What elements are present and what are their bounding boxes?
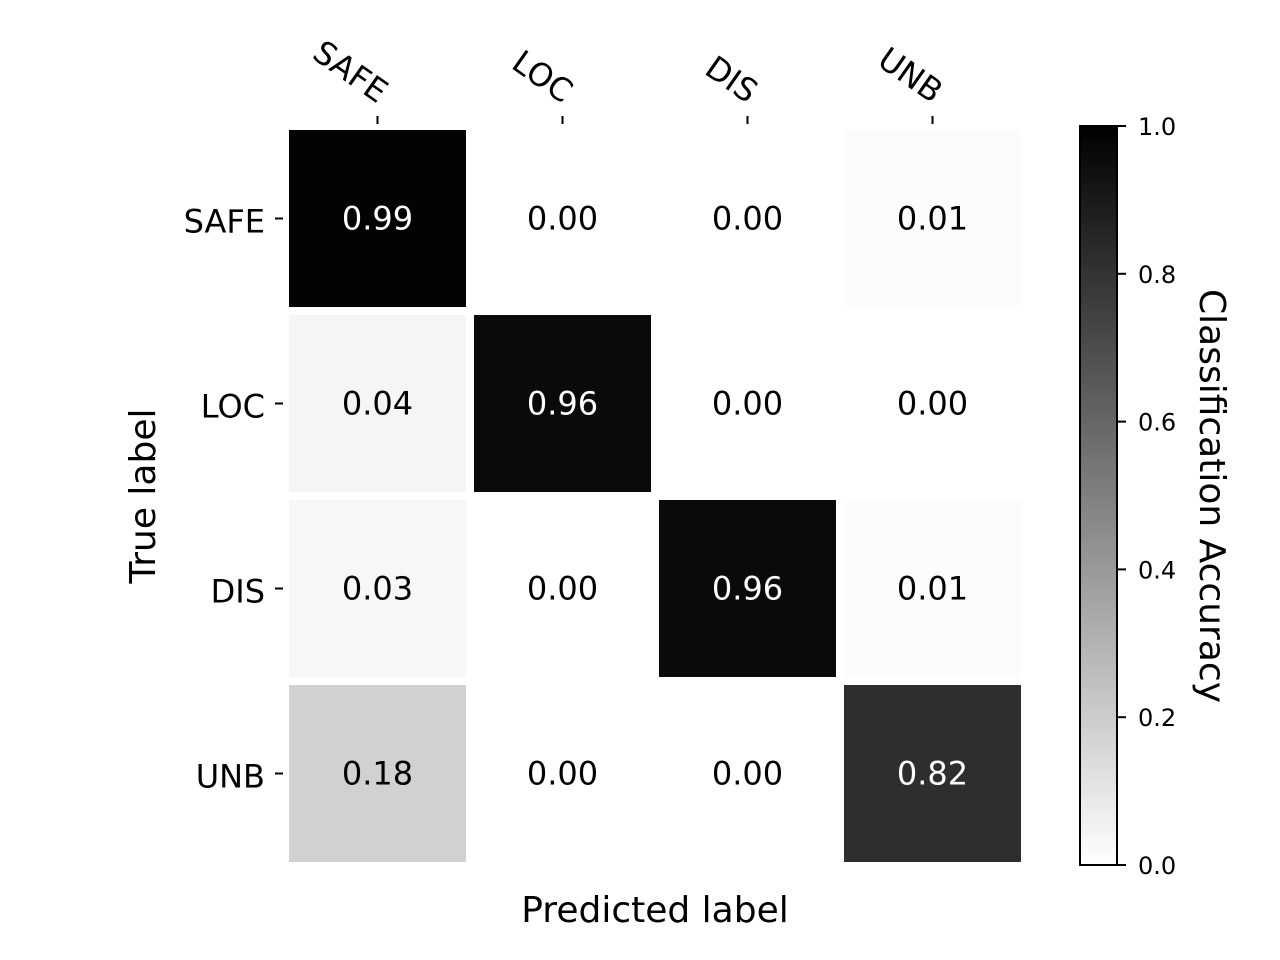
heatmap-cell-2-3 [844, 500, 1021, 677]
heatmap-cell-2-2 [659, 500, 836, 677]
y-tick-label-loc: LOC [201, 388, 265, 426]
heatmap-cell-0-2 [659, 130, 836, 307]
y-axis-ticks: SAFE LOC DIS UNB [184, 203, 283, 796]
x-tick-label-dis: DIS [698, 48, 764, 110]
colorbar-tick-label-0.2: 0.2 [1138, 704, 1176, 732]
cell-value-2-0: 0.03 [342, 570, 413, 608]
cell-value-0-1: 0.00 [527, 200, 598, 238]
cell-value-3-0: 0.18 [342, 755, 413, 793]
colorbar-gradient [1079, 125, 1118, 866]
cell-value-1-1: 0.96 [527, 385, 598, 423]
colorbar-tick-label-0.6: 0.6 [1138, 409, 1176, 437]
colorbar-label: Classification Accuracy [1191, 289, 1232, 703]
colorbar-tick-label-0.4: 0.4 [1138, 556, 1176, 584]
heatmap-cells: 0.99 0.00 0.00 0.01 0.04 0.96 0.00 0.00 0.03 0.00… [289, 130, 1021, 862]
cell-value-2-3: 0.01 [897, 570, 968, 608]
colorbar-tick-label-0.8: 0.8 [1138, 261, 1176, 289]
colorbar-tick-label-1.0: 1.0 [1138, 113, 1176, 141]
cell-value-3-2: 0.00 [712, 755, 783, 793]
heatmap-cell-1-2 [659, 315, 836, 492]
cell-value-1-0: 0.04 [342, 385, 413, 423]
y-tick-label-dis: DIS [211, 573, 265, 611]
heatmap-cell-2-0 [289, 500, 466, 677]
x-axis-ticks: SAFE LOC DIS UNB [306, 33, 950, 124]
heatmap-cell-0-1 [474, 130, 651, 307]
heatmap-cell-3-1 [474, 685, 651, 862]
heatmap-cell-1-0 [289, 315, 466, 492]
y-axis-label: True label [123, 409, 164, 585]
colorbar-tick-label-0.0: 0.0 [1138, 852, 1176, 880]
heatmap-cell-2-1 [474, 500, 651, 677]
cell-value-0-2: 0.00 [712, 200, 783, 238]
heatmap-cell-0-0 [289, 130, 466, 307]
colorbar-ticks: 0.0 0.2 0.4 0.6 0.8 1.0 [1117, 113, 1176, 880]
heatmap-cell-1-3 [844, 315, 1021, 492]
heatmap-cell-0-3 [844, 130, 1021, 307]
cell-value-1-3: 0.00 [897, 385, 968, 423]
heatmap-cell-3-3 [844, 685, 1021, 862]
cell-value-0-3: 0.01 [897, 200, 968, 238]
cell-value-0-0: 0.99 [342, 200, 413, 238]
cell-value-2-2: 0.96 [712, 570, 783, 608]
cell-value-3-1: 0.00 [527, 755, 598, 793]
cell-value-2-1: 0.00 [527, 570, 598, 608]
heatmap-cell-3-0 [289, 685, 466, 862]
x-tick-label-loc: LOC [505, 43, 579, 111]
heatmap-cell-3-2 [659, 685, 836, 862]
heatmap-cell-1-1 [474, 315, 651, 492]
cell-value-1-2: 0.00 [712, 385, 783, 423]
colorbar: 0.0 0.2 0.4 0.6 0.8 1.0 Classification Accura… [1079, 113, 1232, 880]
y-tick-label-safe: SAFE [184, 203, 265, 241]
x-axis-label: Predicted label [521, 890, 789, 931]
y-tick-label-unb: UNB [196, 758, 265, 796]
x-tick-label-safe: SAFE [306, 33, 394, 111]
cell-value-3-3: 0.82 [897, 755, 968, 793]
x-tick-label-unb: UNB [871, 40, 950, 111]
